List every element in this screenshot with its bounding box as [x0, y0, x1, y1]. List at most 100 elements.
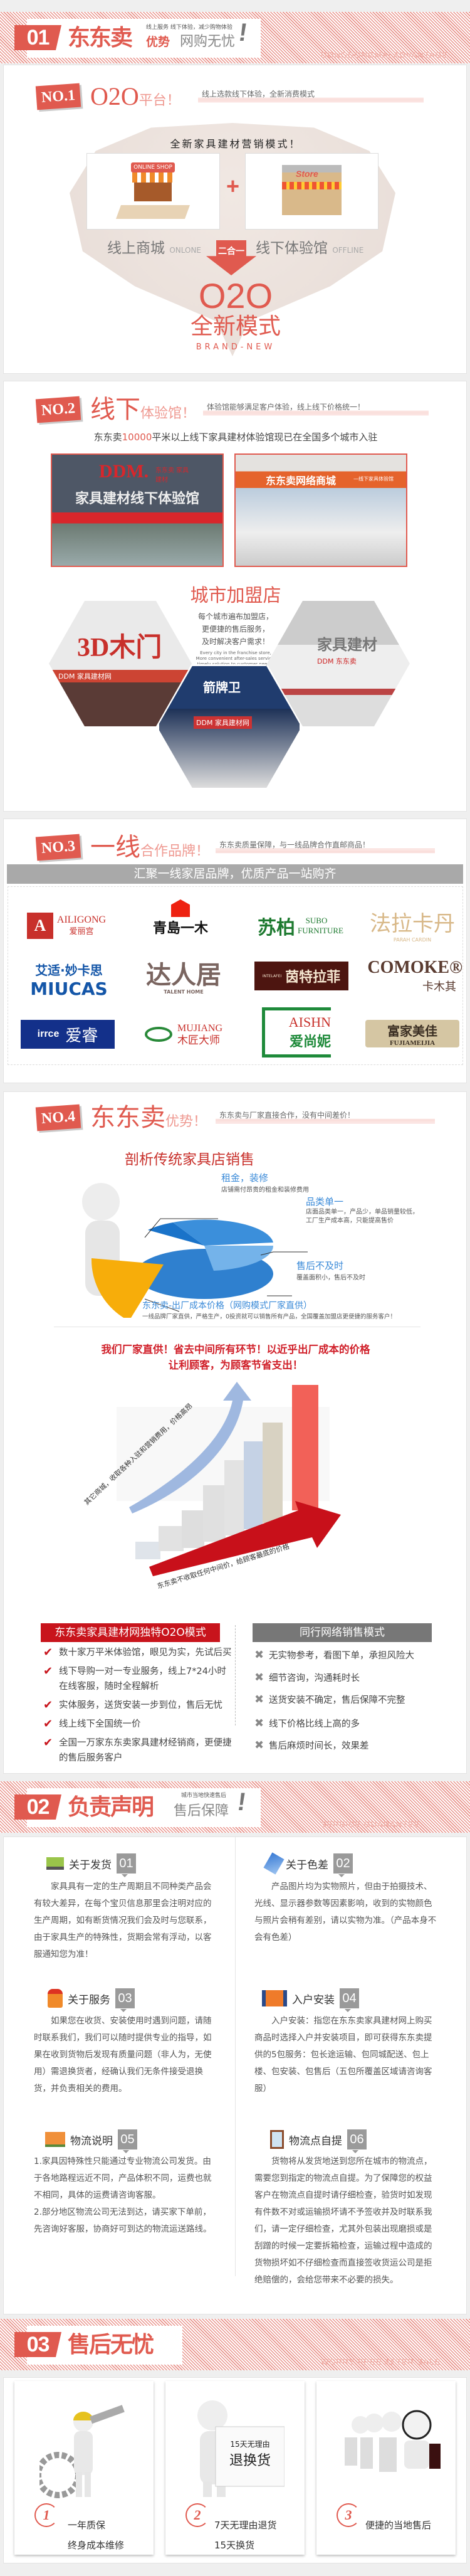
section-en-title: WORRY FREE AFTER SALE: [321, 2357, 441, 2367]
pie-slice-rent: [148, 1222, 204, 1246]
brand-logo[interactable]: 法拉卡丹 PARAH CARDIN: [370, 911, 455, 943]
check-icon: ✔: [43, 1736, 53, 1749]
bar: [182, 1510, 204, 1548]
factory-slogan: 我们厂家直供！省去中间所有环节！以近乎出厂成本的价格 让利顾客，为顾客节省支出！: [101, 1344, 370, 1371]
no-desc: 体验馆能够满足客户体验，线上线下价格统一！: [203, 401, 429, 416]
brand-logo[interactable]: 达人居 TALENT HOME: [146, 960, 221, 995]
service-item-header: 关于色差 02: [263, 1852, 353, 1877]
cross-icon: ✖: [254, 1717, 264, 1730]
offline-label: 线下体验馆 OFFLINE: [256, 240, 364, 257]
service-item-text: 产品图片均为实物照片，但由于拍摄技术、光线、显示器参数等因素影响，收到的实物颜色…: [254, 1882, 437, 1943]
brand-logo[interactable]: 艾适·妙卡思 MIUCAS: [30, 963, 108, 999]
callout-category: 品类单一 店面品类单一，产品少，单品销量较低， 工厂生产成本高，只能提高售价: [306, 1196, 419, 1224]
pros-item: ✔ 线上线下全国统一价: [43, 1717, 141, 1731]
price-comparison-illustration: [117, 1382, 341, 1576]
bar-highlight: [292, 1385, 318, 1510]
callout-rent: 租金，装修 店铺需付昂贵的租金和装修费用: [221, 1172, 309, 1194]
awning-icon: [282, 182, 342, 189]
brands-banner: 汇聚一线家居品牌，优质产品一站购齐: [7, 864, 463, 884]
bar: [224, 1460, 244, 1535]
merge-label: 二合一: [218, 246, 244, 257]
brand-logo[interactable]: 苏柏 SUBO FURNITURE: [258, 916, 343, 939]
after-sale-item-local: 3 便捷的当地售后: [316, 2381, 456, 2555]
hall-sign: 家具建材线下体验馆: [75, 491, 199, 507]
franchise-title: 城市加盟店: [190, 585, 281, 606]
pie-slice-ddm: [91, 1258, 164, 1318]
pros-item: ✔ 数十家万平米体验馆，眼见为实，先试后买: [43, 1646, 232, 1659]
franchise-photo-1: 3D木门 DDM 家具建材网: [49, 601, 192, 726]
brand-new-label: BRAND-NEW: [196, 342, 276, 352]
brand-logo[interactable]: 青島一木: [133, 899, 227, 937]
pros-header: 东东卖家具建材网独特O2O模式: [41, 1623, 220, 1642]
clipboard-icon: [270, 2130, 284, 2149]
step-number: 1: [34, 2503, 58, 2527]
no-title: 线下体验馆！: [90, 394, 196, 430]
brand-logo[interactable]: irrce 爱睿: [21, 1020, 115, 1049]
new-mode-title: 全新模式: [190, 314, 281, 339]
section-en-title: SERBICE GUARANTEE: [321, 1820, 420, 1829]
section-03-banner: 03 售后无忧 WORRY FREE AFTER SALE: [0, 2319, 470, 2370]
no2-card: NO.2 线下体验馆！ 体验馆能够满足客户体验，线上线下价格统一！ 东东卖100…: [3, 381, 467, 812]
service-guarantee-card: 关于发货 01 家具具有一定的生产周期且不同种类产品会有较大差异，在每个宝贝信息那…: [3, 1837, 467, 2314]
section-title: 售后无忧: [68, 2332, 154, 2358]
franchise-photo-2: 箭牌卫 DDM 家具建材网: [157, 664, 301, 790]
pros-item: ✔ 全国一万家东东卖家具建材经销商，更便捷的售后服务客户: [43, 1736, 232, 1763]
section-slogan: 售后保障: [174, 1803, 229, 1819]
no-title-small: 平台！: [138, 92, 180, 108]
callout-line: [144, 1218, 218, 1238]
figure-sign-illustration: [197, 2400, 285, 2497]
callout-aftersale: 售后不及时 覆盖面积小，售后不及时: [296, 1260, 365, 1281]
analysis-title: 剖析传统家具店销售: [125, 1152, 254, 1168]
no4-card: NO.4 东东卖优势！ 东东卖与厂家直接合作，没有中间差价！ 剖析传统家具店销售…: [3, 1091, 467, 1774]
ddm-arrow-icon: [149, 1501, 341, 1576]
section-01-banner: 01 东东卖 线上服务 线下体验，减少购物体验 优势 网购无忧 ! DONGDO…: [0, 12, 470, 63]
bar: [263, 1423, 283, 1523]
experience-intro: 东东卖10000平米以上线下家具建材体验馆现已在全国多个城市入驻: [93, 432, 378, 443]
no4-header: NO.4 东东卖优势！ 东东卖与厂家直接合作，没有中间差价！: [4, 1103, 467, 1141]
plus-icon: +: [226, 173, 240, 199]
no-desc: 东东卖与厂家直接合作，没有中间差价！: [216, 1110, 435, 1124]
no-desc: 东东卖质量保障，与一线品牌合作直邮商品！: [216, 839, 435, 854]
online-shop-sign: ONLINE SHOP: [131, 162, 175, 172]
check-icon: ✔: [43, 1646, 53, 1659]
cross-icon: ✖: [254, 1648, 264, 1662]
after-sale-card: 1 一年质保 终身成本维修 15天无理由 退换货 2 7天无理由退货 15天换货 3 …: [3, 2377, 467, 2563]
section-02-banner: 02 负责声明 城市当地快速售后 售后保障 ! SERBICE GUARANTE…: [0, 1781, 470, 1833]
cart-boxes-icon: [45, 2132, 65, 2147]
callout-ddm: 东东卖-出厂成本价格（网购模式厂家直供） 一线品牌厂家直供，严格生产，0投资就可以…: [142, 1301, 397, 1320]
pros-item: ✔ 实体服务，送货安装一步到位，售后无忧: [43, 1699, 222, 1712]
return-sign-text: 15天无理由 退换货: [229, 2440, 271, 2469]
service-item-text: 家具具有一定的生产周期且不同种类产品会有较大差异，在每个宝贝信息那里会注明对应的…: [34, 1882, 212, 1959]
brand-logo[interactable]: 茵特拉菲 INTELAFEI: [254, 962, 348, 990]
no1-card: NO.1 O2O平台！ 线上选款线下体验，全新消费模式 全新家具建材营销模式！ …: [3, 65, 467, 374]
experience-hall-photo-2: 东东卖网络商城 —线下家具体验馆: [234, 453, 407, 567]
section-number: 01: [14, 25, 61, 50]
brand-logo[interactable]: AISHN 爱尚妮: [262, 1007, 331, 1057]
section-slogan: 网购无忧: [180, 34, 236, 50]
worker-wrench-illustration: [39, 2405, 125, 2498]
mall-sign: 东东卖网络商城: [266, 475, 337, 487]
bar: [244, 1441, 263, 1529]
exclaim-mark: !: [235, 1788, 248, 1816]
after-sale-text: 一年质保 终身成本维修: [68, 2520, 125, 2551]
service-item-header: 关于发货 01: [46, 1853, 136, 1877]
offline-store-image: Store: [245, 153, 379, 230]
pros-item: ✔ 线下导购一对一专业服务，线上7*24小时在线客服，随时全程解析: [43, 1665, 226, 1692]
brand-logo[interactable]: MUJIANG 木匠大师: [137, 1015, 231, 1053]
brand-logo[interactable]: COMOKE® 卡木其: [367, 958, 462, 994]
no-title-small: 优势！: [165, 1114, 207, 1130]
no-desc: 线上选款线下体验，全新消费模式: [198, 88, 424, 103]
no-badge: NO.3: [35, 834, 81, 861]
o2o-big-title: O2O: [198, 276, 273, 315]
no-title: 东东卖优势！: [90, 1102, 207, 1138]
brand-mark-icon: [171, 899, 190, 917]
section-number: 03: [14, 2332, 61, 2357]
bar: [203, 1485, 226, 1542]
step-number: 3: [337, 2503, 360, 2527]
service-item-header: 关于服务 03: [48, 1988, 135, 2012]
brand-logo[interactable]: A AILIGONG 爱丽宫: [19, 907, 113, 945]
check-icon: ✔: [43, 1699, 53, 1712]
traditional-store-pie-illustration: [82, 1183, 308, 1318]
no-title-big: 线下: [90, 395, 140, 424]
brand-logo[interactable]: 富家美佳 FUJIAMEIJIA: [365, 1020, 459, 1047]
